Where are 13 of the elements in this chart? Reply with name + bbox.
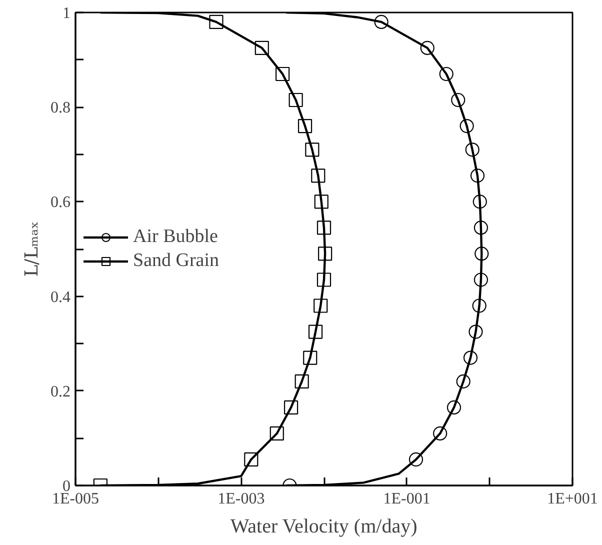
x-axis-title: Water Velocity (m/day): [230, 516, 418, 538]
y-tick-label: 0.8: [50, 100, 70, 117]
x-tick-label: 1E-001: [383, 490, 430, 508]
y-tick-label: 0.6: [50, 194, 70, 212]
y-tick-label: 0.2: [50, 383, 70, 400]
y-axis-title: L/Lₘₐₓ: [22, 221, 42, 277]
y-tick-label: 0.4: [50, 288, 70, 306]
legend-label: Air Bubble: [133, 226, 218, 248]
x-tick-label: 1E-003: [218, 490, 265, 508]
legend-label: Sand Grain: [133, 250, 220, 272]
x-tick-label: 1E+001: [547, 490, 598, 508]
y-tick-label: 1: [62, 5, 70, 22]
x-tick-label: 1E-005: [52, 490, 100, 508]
